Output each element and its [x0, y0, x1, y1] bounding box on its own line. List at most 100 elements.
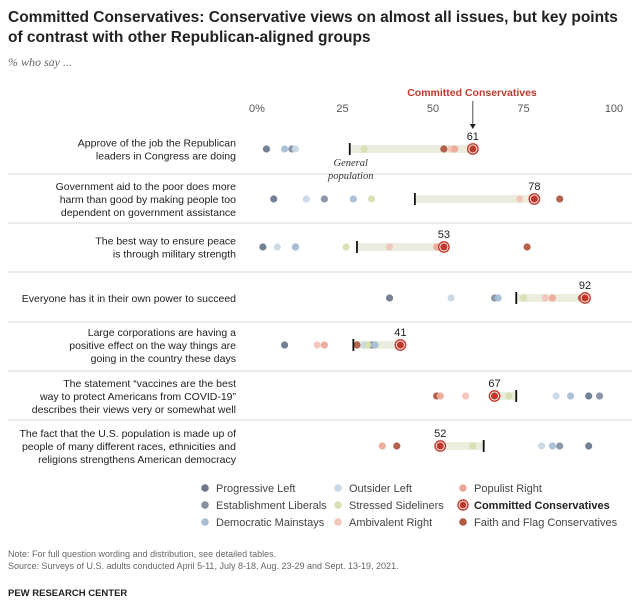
- row-question-label: dependent on government assistance: [61, 207, 236, 219]
- committed-conservatives-value-label: 53: [438, 229, 450, 241]
- group-point: [516, 195, 524, 203]
- group-point: [378, 442, 386, 450]
- group-point: [364, 341, 372, 349]
- source-text: Source: Surveys of U.S. adults conducted…: [8, 561, 399, 571]
- group-point: [451, 145, 459, 153]
- group-point: [519, 294, 528, 302]
- group-point: [440, 145, 448, 153]
- row-question-label: The statement “vaccines are the best: [63, 378, 236, 390]
- row-question-label: harm than good by making people too: [60, 194, 236, 206]
- chart-title-line-1: Committed Conservatives: Conservative vi…: [8, 9, 618, 26]
- committed-conservatives-point: [440, 243, 448, 251]
- legend-label: Outsider Left: [349, 483, 412, 495]
- group-point: [548, 442, 557, 450]
- row-question-label: is through military strength: [113, 249, 236, 261]
- legend-label: Committed Conservatives: [474, 500, 610, 512]
- difference-band: [440, 442, 484, 450]
- group-point: [566, 392, 575, 400]
- difference-band: [494, 392, 517, 400]
- chart-row: The statement “vaccines are the bestway …: [32, 378, 604, 416]
- group-point: [342, 243, 350, 251]
- group-point: [270, 195, 278, 203]
- legend-swatch: [459, 518, 467, 526]
- group-point: [393, 442, 401, 450]
- row-question-label: positive effect on the way things are: [69, 340, 236, 352]
- group-point: [367, 195, 376, 203]
- group-point: [320, 195, 328, 203]
- general-population-label: General: [334, 158, 368, 169]
- chart-row: Government aid to the poor does moreharm…: [56, 181, 564, 219]
- legend-item: Progressive Left: [201, 483, 295, 495]
- group-point: [436, 392, 444, 400]
- group-point: [505, 392, 513, 400]
- group-point: [349, 195, 357, 203]
- group-point: [552, 392, 560, 400]
- note-text: Note: For full question wording and dist…: [8, 549, 276, 559]
- committed-conservatives-value-label: 67: [488, 378, 500, 390]
- row-question-label: The fact that the U.S. population is mad…: [19, 428, 236, 440]
- row-question-label: Government aid to the poor does more: [56, 181, 237, 193]
- chart-row: Approve of the job the Republicanleaders…: [78, 131, 479, 182]
- group-point: [280, 341, 289, 349]
- x-axis: 0% 25 50 75 100: [249, 101, 623, 129]
- legend-swatch: [334, 518, 342, 526]
- legend-label: Populist Right: [474, 483, 542, 495]
- committed-conservatives-point: [396, 341, 405, 349]
- legend-item: Stressed Sideliners: [334, 500, 444, 512]
- row-question-label: leaders in Congress are doing: [96, 151, 236, 163]
- legend-label: Ambivalent Right: [349, 517, 432, 529]
- group-point: [302, 195, 310, 203]
- legend-item: Faith and Flag Conservatives: [459, 517, 618, 529]
- committed-conservatives-point: [581, 294, 589, 302]
- group-point: [469, 442, 477, 450]
- committed-conservatives-value-label: 61: [467, 131, 479, 143]
- legend-swatch: [201, 501, 209, 509]
- group-point: [585, 392, 593, 400]
- group-point: [447, 294, 455, 302]
- chart-row: Large corporations are having apositive …: [69, 327, 406, 365]
- group-point: [538, 442, 546, 450]
- legend-item: Committed Conservatives: [457, 499, 610, 512]
- row-question-label: Large corporations are having a: [88, 327, 236, 339]
- legend-swatch: [334, 484, 342, 492]
- group-point: [494, 294, 502, 302]
- legend-label: Democratic Mainstays: [216, 517, 325, 529]
- annotation-arrow-head: [469, 124, 476, 129]
- legend-item: Establishment Liberals: [201, 500, 327, 512]
- group-point: [320, 341, 328, 349]
- legend-item: Populist Right: [459, 483, 542, 495]
- group-point: [385, 294, 394, 302]
- row-question-label: Approve of the job the Republican: [78, 138, 236, 150]
- committed-conservatives-point: [490, 392, 499, 400]
- legend-swatch: [334, 501, 342, 509]
- chart-row: The fact that the U.S. population is mad…: [19, 428, 593, 466]
- chart-footer: Note: For full question wording and dist…: [8, 549, 399, 599]
- legend-swatch: [459, 484, 467, 492]
- committed-conservatives-value-label: 52: [434, 428, 446, 440]
- committed-conservatives-point: [530, 195, 538, 203]
- row-question-label: religions strengthens American democracy: [38, 454, 237, 466]
- general-population-label: population: [327, 171, 374, 182]
- legend-label: Progressive Left: [216, 483, 295, 495]
- legend-swatch: [201, 484, 209, 492]
- legend-swatch: [201, 518, 209, 526]
- group-point: [291, 145, 300, 153]
- group-point: [385, 243, 394, 251]
- legend-label: Faith and Flag Conservatives: [474, 517, 618, 529]
- group-point: [556, 195, 564, 203]
- x-tick-label: 75: [517, 103, 529, 115]
- row-question-label: The best way to ensure peace: [95, 236, 236, 248]
- chart-subtitle: % who say ...: [8, 55, 72, 69]
- row-question-label: people of many different races, ethnicit…: [22, 441, 236, 453]
- legend-swatch-inner: [459, 501, 467, 509]
- row-question-label: describes their views very or somewhat w…: [32, 404, 236, 416]
- group-point: [291, 243, 300, 251]
- group-point: [556, 442, 564, 450]
- legend-label: Stressed Sideliners: [349, 500, 444, 512]
- group-point: [371, 341, 379, 349]
- group-point: [353, 341, 361, 349]
- group-point: [262, 145, 271, 153]
- difference-band: [356, 243, 444, 251]
